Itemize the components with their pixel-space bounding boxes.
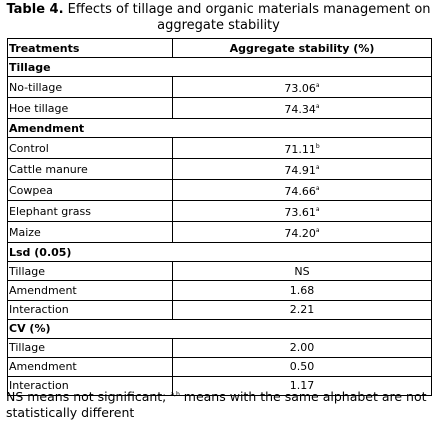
value-cell: 74.66a	[172, 179, 432, 202]
treatment-cell: Interaction	[7, 299, 173, 320]
data-row: Cattle manure 74.91a	[7, 158, 432, 181]
treatment-cell: Hoe tillage	[7, 97, 173, 120]
data-row: Control 71.11b	[7, 137, 432, 160]
caption-text: Effects of tillage and organic materials…	[67, 2, 431, 33]
section-cell: Lsd (0.05)	[7, 242, 432, 263]
value-cell: NS	[172, 261, 432, 282]
header-cell: Aggregate stability (%)	[172, 37, 432, 59]
data-row: Interaction 1.17	[7, 375, 432, 397]
significance-letter: a	[315, 227, 320, 235]
treatment-cell: Interaction	[7, 375, 173, 397]
significance-letter: a	[315, 185, 320, 193]
data-row: Cowpea 74.66a	[7, 179, 432, 202]
footnote-text: NS means not significant;	[6, 389, 167, 404]
significance-letter: a	[315, 82, 320, 90]
treatment-cell: Elephant grass	[7, 200, 173, 223]
value-cell: 2.00	[172, 337, 432, 358]
value: 0.50	[289, 360, 315, 374]
treatment-cell: No-tillage	[7, 76, 173, 99]
value: 1.17	[289, 379, 315, 393]
value-cell: 71.11b	[172, 137, 432, 160]
header-row: Treatments Aggregate stability (%)	[7, 37, 432, 59]
significance-letter: b	[315, 143, 320, 151]
treatment-cell: Amendment	[7, 280, 173, 301]
data-row: Interaction 2.21	[7, 299, 432, 320]
value: NS	[294, 264, 310, 278]
table-caption: Table 4. Effects of tillage and organic …	[0, 2, 437, 34]
value: 74.34	[284, 103, 316, 117]
value: 1.68	[289, 284, 315, 298]
value: 2.21	[289, 303, 315, 317]
value-cell: 1.17	[172, 375, 432, 397]
value-cell: 73.06a	[172, 76, 432, 99]
value-cell: 74.34a	[172, 97, 432, 120]
section-cell: CV (%)	[7, 318, 432, 339]
value: 73.06	[284, 82, 316, 96]
treatment-cell: Cattle manure	[7, 158, 173, 181]
section-row: CV (%)	[7, 318, 432, 339]
section-row: Tillage	[7, 57, 432, 78]
data-row: Hoe tillage 74.34a	[7, 97, 432, 120]
data-row: Tillage NS	[7, 261, 432, 282]
treatment-cell: Cowpea	[7, 179, 173, 202]
treatment-cell: Maize	[7, 221, 173, 244]
footnote-text: means with the same alphabet are not sta…	[6, 389, 427, 420]
section-cell: Amendment	[7, 118, 432, 139]
data-row: Tillage 2.00	[7, 337, 432, 358]
value-cell: 2.21	[172, 299, 432, 320]
section-cell: Tillage	[7, 57, 432, 78]
treatment-cell: Tillage	[7, 261, 173, 282]
value: 73.61	[284, 206, 316, 220]
data-row: Elephant grass 73.61a	[7, 200, 432, 223]
section-row: Amendment	[7, 118, 432, 139]
treatment-cell: Control	[7, 137, 173, 160]
value-cell: 74.20a	[172, 221, 432, 244]
value-cell: 0.50	[172, 356, 432, 377]
value: 74.91	[284, 164, 316, 178]
section-row: Lsd (0.05)	[7, 242, 432, 263]
footnote-sup: a,b	[170, 391, 180, 398]
treatment-cell: Amendment	[7, 356, 173, 377]
header-cell: Treatments	[7, 37, 173, 59]
data-row: No-tillage 73.06a	[7, 76, 432, 99]
data-row: Amendment 0.50	[7, 356, 432, 377]
data-row: Amendment 1.68	[7, 280, 432, 301]
footnote: NS means not significant; a,b means with…	[6, 387, 434, 421]
significance-letter: a	[315, 164, 320, 172]
caption-label: Table 4.	[6, 2, 64, 17]
value: 74.20	[284, 227, 316, 241]
data-row: Maize 74.20a	[7, 221, 432, 244]
value-cell: 1.68	[172, 280, 432, 301]
value: 71.11	[284, 143, 316, 157]
value: 74.66	[284, 185, 316, 199]
value-cell: 73.61a	[172, 200, 432, 223]
value-cell: 74.91a	[172, 158, 432, 181]
significance-letter: a	[315, 206, 320, 214]
treatment-cell: Tillage	[7, 337, 173, 358]
significance-letter: a	[315, 103, 320, 111]
value: 2.00	[289, 341, 315, 355]
table: Treatments Aggregate stability (%) Tilla…	[7, 37, 432, 397]
